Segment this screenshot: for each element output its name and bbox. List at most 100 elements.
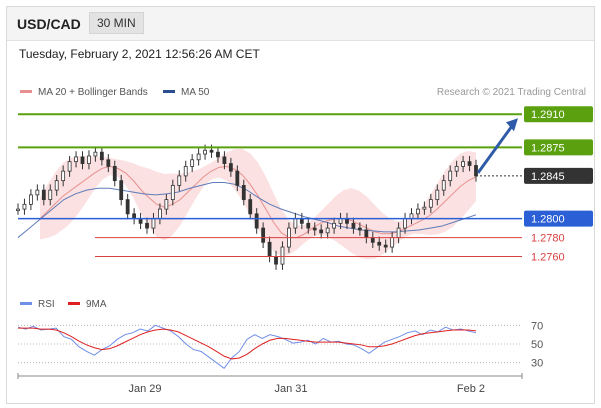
candle-body — [422, 206, 427, 210]
chart-widget: USD/CAD 30 MIN Tuesday, February 2, 2021… — [6, 6, 595, 404]
ma9-line — [18, 327, 477, 360]
ma20-legend-label: MA 20 + Bollinger Bands — [38, 87, 148, 98]
candle-body — [170, 184, 175, 201]
candle-body — [112, 166, 117, 182]
candle-body — [325, 227, 330, 234]
candle-body — [80, 156, 85, 164]
research-credit: Research © 2021 Trading Central — [437, 87, 586, 98]
candle-body — [67, 161, 72, 172]
candle-body — [261, 227, 266, 243]
level-label-bg — [524, 167, 593, 184]
candle-body — [454, 166, 459, 172]
level-label-bg — [524, 139, 593, 156]
candle-body — [370, 237, 375, 243]
candle-body — [474, 165, 478, 177]
price-levels: 1.2910 1.2875 1.2845 1.2800 1.2780 1.2760 — [18, 106, 593, 264]
ma20-legend-swatch — [20, 90, 32, 93]
candle-body — [99, 151, 104, 161]
candle-body — [274, 256, 278, 265]
level-label: 1.2780 — [531, 233, 565, 245]
rsi-tick-label: 50 — [531, 339, 543, 351]
bollinger-band — [40, 148, 476, 260]
candle-body — [190, 159, 195, 167]
timeframe-badge[interactable]: 30 MIN — [89, 12, 144, 34]
candle-body — [203, 149, 207, 155]
forecast-arrow-shaft — [476, 122, 516, 174]
candle-body — [351, 222, 356, 229]
chart-header: USD/CAD 30 MIN — [7, 7, 594, 41]
candle-body — [164, 199, 169, 210]
candle-body — [357, 227, 362, 231]
candle-body — [216, 151, 220, 158]
candle-body — [364, 229, 369, 238]
candle-body — [22, 203, 27, 210]
ma50-legend-label: MA 50 — [181, 87, 210, 98]
level-label: 1.2875 — [531, 142, 565, 154]
rsi-plot: 70 50 30 — [17, 320, 543, 370]
candle-body — [48, 189, 53, 201]
candle-body — [254, 213, 259, 229]
candle-body — [93, 151, 98, 157]
rsi-legend-label: RSI — [38, 299, 55, 310]
candle-body — [377, 241, 382, 246]
ma50-legend-swatch — [163, 90, 175, 93]
candle-body — [16, 208, 20, 212]
candle-body — [293, 218, 298, 229]
rsi-line — [17, 324, 477, 369]
forecast-arrow-head — [506, 118, 518, 132]
x-tick-label: Jan 29 — [128, 383, 161, 395]
rsi-tick-label: 30 — [531, 358, 543, 370]
level-label: 1.2800 — [531, 214, 565, 226]
candle-body — [306, 222, 311, 229]
level-label: 1.2910 — [531, 109, 565, 121]
candle-body — [222, 156, 227, 164]
candle-body — [87, 155, 91, 164]
candle-body — [448, 170, 453, 182]
candle-body — [435, 189, 440, 201]
level-label-bg — [524, 106, 593, 123]
candle-body — [467, 161, 472, 166]
ma20-line — [39, 165, 477, 239]
candle-body — [41, 189, 46, 201]
candle-body — [209, 149, 214, 153]
candle-body — [228, 163, 233, 172]
candle-body — [35, 189, 40, 196]
candle-body — [396, 227, 401, 238]
candle-body — [428, 199, 433, 208]
candle-body — [461, 161, 465, 167]
candle-body — [403, 218, 407, 229]
candle-body — [61, 170, 66, 182]
candle-body — [390, 237, 395, 248]
level-label-bg — [524, 210, 593, 227]
candle-body — [74, 156, 78, 163]
timestamp: Tuesday, February 2, 2021 12:56:26 AM CE… — [19, 47, 260, 61]
candle-body — [29, 194, 33, 205]
candle-body — [332, 222, 336, 229]
candle-body — [145, 222, 149, 229]
candle-body — [241, 184, 246, 201]
candle-body — [280, 246, 285, 265]
candle-body — [54, 180, 59, 191]
x-tick-label: Feb 2 — [457, 383, 485, 395]
ma9-legend-label: 9MA — [86, 299, 107, 310]
candle-body — [267, 241, 272, 257]
level-label: 1.2760 — [531, 252, 565, 264]
rsi-legend-swatch — [20, 302, 32, 305]
candle-body — [158, 208, 162, 219]
candle-body — [196, 153, 201, 161]
candle-body — [248, 199, 253, 215]
candle-body — [416, 208, 420, 215]
symbol-title: USD/CAD — [17, 16, 81, 32]
candle-body — [319, 229, 324, 234]
ma9-legend-swatch — [68, 302, 80, 305]
level-label: 1.2845 — [531, 171, 565, 183]
candle-body — [183, 166, 188, 177]
price-plot — [16, 144, 478, 270]
candle-body — [383, 244, 388, 248]
x-tick-label: Jan 31 — [274, 383, 307, 395]
rsi-tick-label: 70 — [531, 320, 543, 332]
candle-body — [151, 218, 156, 229]
candle-body — [312, 227, 317, 231]
candle-body — [177, 175, 182, 186]
